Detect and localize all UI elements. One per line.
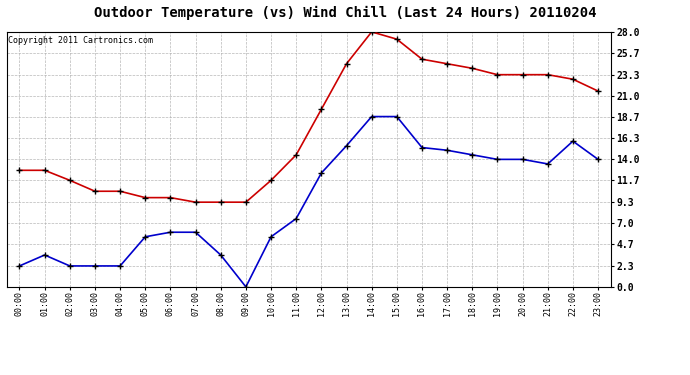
Text: Outdoor Temperature (vs) Wind Chill (Last 24 Hours) 20110204: Outdoor Temperature (vs) Wind Chill (Las… xyxy=(94,6,596,20)
Text: Copyright 2011 Cartronics.com: Copyright 2011 Cartronics.com xyxy=(8,36,153,45)
